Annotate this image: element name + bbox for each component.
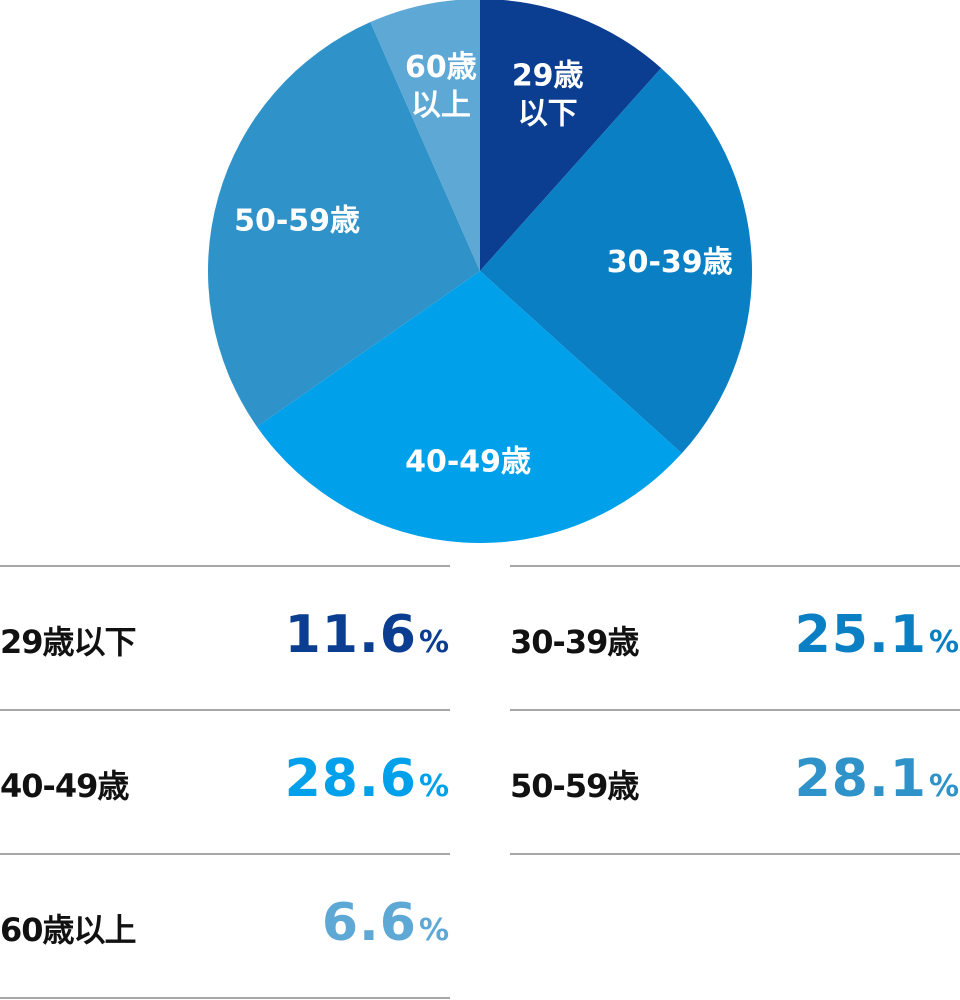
legend-label: 30-39歳 <box>510 623 639 661</box>
legend-row-29-under: 29歳以下 11.6% <box>0 565 450 709</box>
pie-slice-label-40-49: 40-49歳 <box>405 445 531 480</box>
pie-slice-label-50-59: 50-59歳 <box>234 204 360 239</box>
pie-slice-label-29-under: 29歳以下 <box>512 59 584 132</box>
legend-value: 28.6% <box>284 749 450 809</box>
pie-slice-29-under <box>480 0 662 271</box>
legend-row-30-39: 30-39歳 25.1% <box>510 565 960 709</box>
divider <box>510 853 960 855</box>
legend-label: 60歳以上 <box>0 911 137 949</box>
pie-slice-30-39 <box>480 68 753 454</box>
pie-slice-label-30-39: 30-39歳 <box>607 245 733 280</box>
legend-row-40-49: 40-49歳 28.6% <box>0 709 450 853</box>
legend-value: 28.1% <box>794 749 960 809</box>
pie-chart-svg: 29歳以下 30-39歳 40-49歳 50-59歳 60歳以上 <box>207 0 753 544</box>
pie-slice-40-49 <box>256 271 682 544</box>
legend-row-60-over: 60歳以上 6.6% <box>0 853 450 997</box>
pie-chart: 29歳以下 30-39歳 40-49歳 50-59歳 60歳以上 <box>207 0 753 544</box>
legend-label: 40-49歳 <box>0 767 129 805</box>
legend-label: 50-59歳 <box>510 767 639 805</box>
legend-value: 11.6% <box>284 605 450 665</box>
pie-slice-60-over <box>370 0 480 271</box>
legend-value: 25.1% <box>794 605 960 665</box>
divider <box>0 997 450 999</box>
pie-slice-label-60-over: 60歳以上 <box>405 50 477 123</box>
pie-slice-50-59 <box>207 22 481 427</box>
legend-label: 29歳以下 <box>0 623 137 661</box>
legend-row-50-59: 50-59歳 28.1% <box>510 709 960 853</box>
legend-value: 6.6% <box>321 893 450 953</box>
